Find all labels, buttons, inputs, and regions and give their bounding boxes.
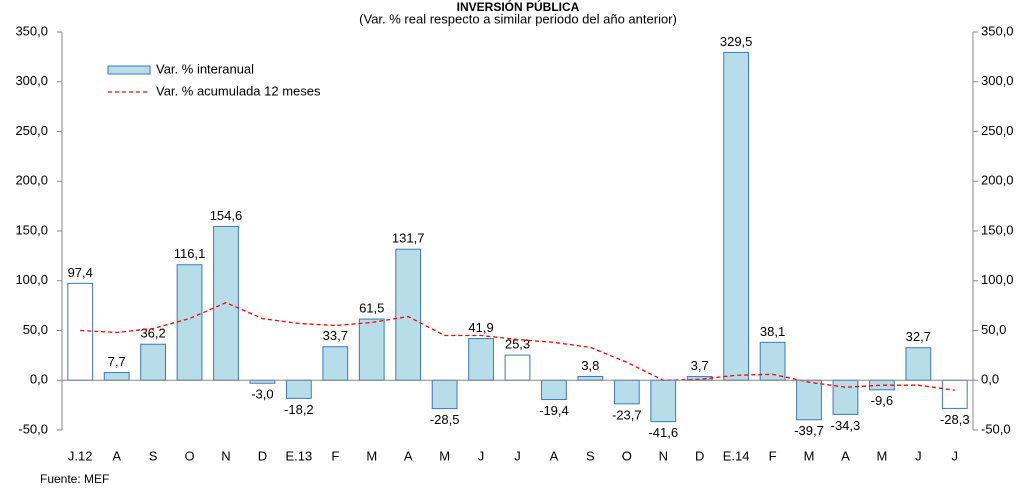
data-label: -28,3	[940, 412, 970, 427]
data-label: -9,6	[871, 393, 893, 408]
bar	[395, 248, 422, 381]
x-tick-label: N	[221, 448, 230, 463]
y2-tick-label: 150,0	[981, 222, 1014, 237]
x-tick-label: J.12	[68, 448, 93, 463]
data-label: -41,6	[648, 425, 678, 440]
data-label: 116,1	[174, 246, 206, 261]
y2-tick-label: 0,0	[981, 372, 999, 387]
x-tick-label: J	[478, 448, 485, 463]
x-tick-label: A	[404, 448, 413, 463]
y-tick-label: 100,0	[15, 272, 48, 287]
x-tick-label: M	[804, 448, 815, 463]
data-label: 7,7	[108, 354, 126, 369]
bar	[541, 379, 567, 401]
x-tick-label: F	[769, 448, 777, 463]
x-tick-label: E.14	[723, 448, 750, 463]
bar	[213, 225, 239, 381]
data-label: 32,7	[906, 329, 931, 344]
data-label: 3,8	[581, 358, 599, 373]
data-label: -3,0	[251, 387, 273, 402]
data-label: -28,5	[430, 412, 460, 427]
x-tick-label: O	[622, 448, 632, 463]
data-label: 38,1	[760, 324, 785, 339]
y-tick-label: 150,0	[15, 222, 48, 237]
x-tick-label: A	[112, 448, 121, 463]
y2-tick-label: 300,0	[981, 73, 1014, 88]
data-label: -34,3	[831, 418, 861, 433]
bar	[723, 51, 750, 381]
y-tick-label: 300,0	[15, 73, 48, 88]
data-label: 154,6	[210, 208, 243, 223]
chart-subtitle: (Var. % real respecto a similar periodo …	[359, 11, 677, 26]
data-label: -39,7	[794, 423, 824, 438]
data-label: 97,4	[68, 265, 93, 280]
data-label: 33,7	[323, 328, 348, 343]
bar	[358, 318, 385, 381]
line	[80, 301, 955, 391]
x-tick-label: J	[514, 448, 521, 463]
data-label: -23,7	[612, 407, 642, 422]
x-tick-label: J	[915, 448, 922, 463]
y2-tick-label: 200,0	[981, 173, 1014, 188]
bar	[504, 354, 531, 381]
x-tick-label: M	[876, 448, 887, 463]
x-tick-label: O	[184, 448, 194, 463]
y-tick-label: 250,0	[15, 123, 48, 138]
bar	[650, 379, 677, 423]
x-tick-label: J	[952, 448, 959, 463]
source-note: Fuente: MEF	[40, 472, 109, 486]
legend-label: Var. % acumulada 12 meses	[156, 83, 321, 98]
data-label: 3,7	[691, 358, 709, 373]
bar	[905, 347, 932, 381]
x-tick-label: E.13	[285, 448, 312, 463]
data-label: -18,2	[284, 402, 314, 417]
x-tick-label: S	[586, 448, 595, 463]
y-tick-label: 50,0	[23, 322, 48, 337]
x-tick-label: D	[695, 448, 704, 463]
y2-tick-label: 250,0	[981, 123, 1014, 138]
bar	[613, 379, 640, 405]
y-tick-label: 200,0	[15, 173, 48, 188]
bar	[796, 379, 822, 421]
bar	[941, 379, 968, 409]
x-tick-label: N	[659, 448, 668, 463]
y-tick-label: 350,0	[15, 23, 48, 38]
bar	[103, 372, 130, 381]
x-tick-label: D	[258, 448, 267, 463]
y2-tick-label: 50,0	[981, 322, 1006, 337]
x-tick-label: F	[331, 448, 339, 463]
y2-tick-label: 350,0	[981, 23, 1014, 38]
y2-tick-label: -50,0	[981, 421, 1011, 436]
data-label: 131,7	[392, 231, 425, 246]
legend-swatch	[107, 65, 151, 75]
x-tick-label: M	[439, 448, 450, 463]
data-label: 329,5	[720, 34, 753, 49]
bar	[140, 343, 166, 381]
data-label: 41,9	[468, 320, 493, 335]
bar	[285, 379, 312, 399]
y2-tick-label: 100,0	[981, 272, 1014, 287]
x-tick-label: A	[841, 448, 850, 463]
legend-label: Var. % interanual	[156, 61, 254, 76]
bar	[468, 338, 494, 381]
bar	[176, 264, 203, 381]
data-label: -19,4	[539, 403, 569, 418]
y-tick-label: -50,0	[18, 421, 48, 436]
data-label: 61,5	[359, 300, 384, 315]
bar	[577, 375, 604, 381]
x-tick-label: A	[550, 448, 559, 463]
y-tick-label: 0,0	[30, 372, 48, 387]
bar	[67, 282, 94, 381]
chart-title: INVERSIÓN PÚBLICA	[457, 0, 580, 14]
bar	[322, 346, 349, 381]
bar	[431, 379, 458, 410]
x-tick-label: S	[149, 448, 158, 463]
x-tick-label: M	[366, 448, 377, 463]
